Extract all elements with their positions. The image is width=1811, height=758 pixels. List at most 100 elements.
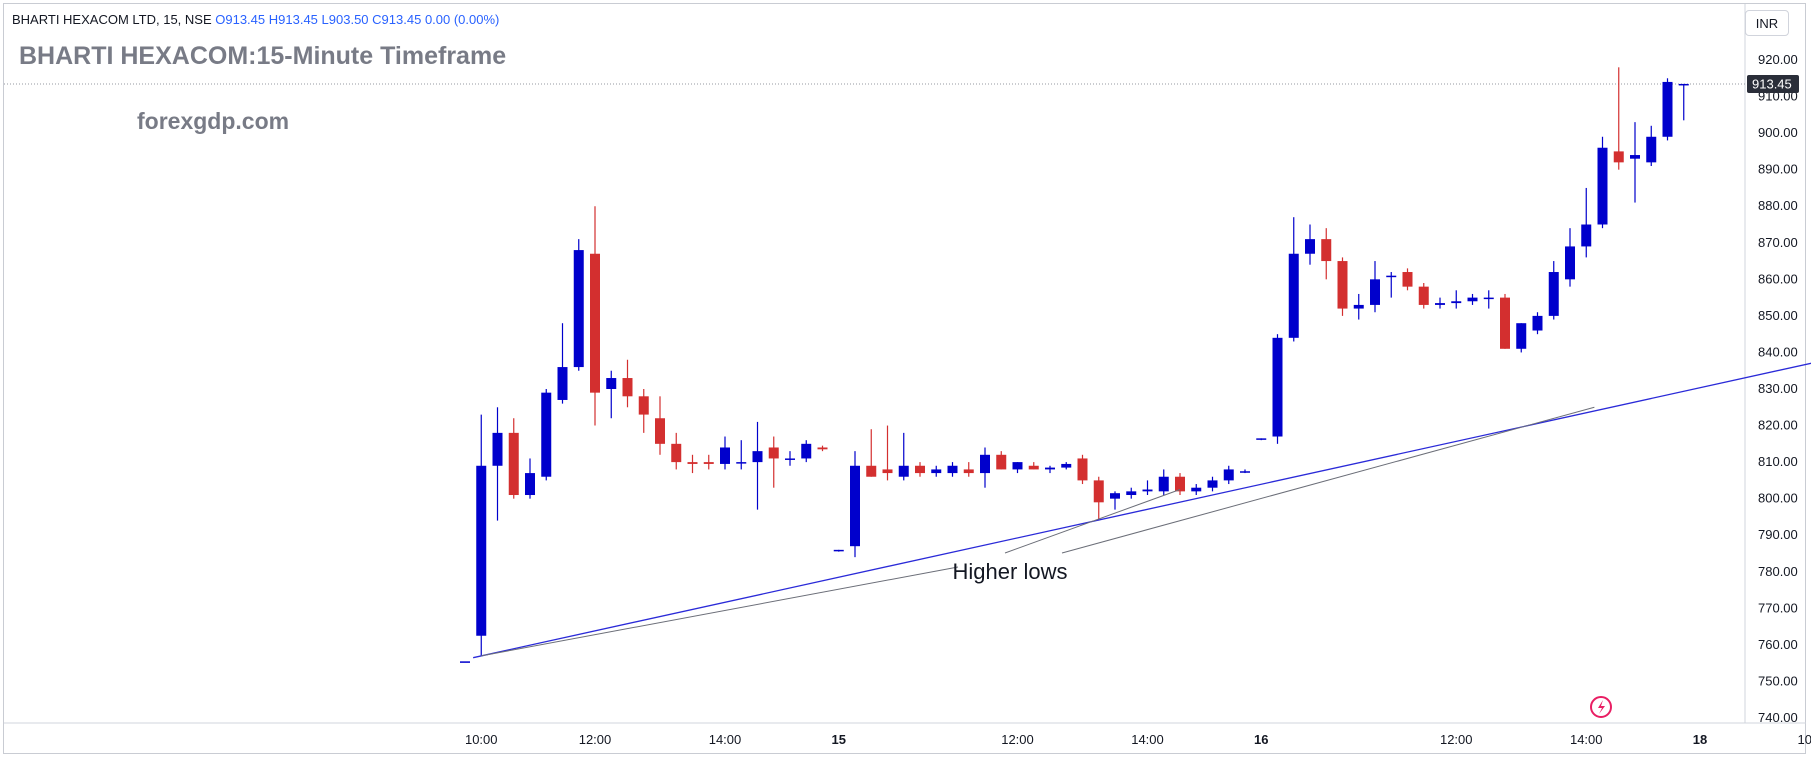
- candle-body: [1548, 272, 1559, 316]
- y-tick-label: 740.00: [1758, 710, 1798, 725]
- x-tick-label: 16: [1254, 732, 1268, 747]
- candle: [1126, 487, 1137, 499]
- candle: [460, 661, 470, 663]
- candle-body: [1158, 476, 1169, 492]
- y-tick-label: 770.00: [1758, 600, 1798, 615]
- candle-body: [801, 443, 812, 459]
- candle-body: [1483, 297, 1494, 300]
- annotation-pointer-line: [1004, 489, 1181, 554]
- candle-body: [476, 465, 487, 636]
- candle-body: [703, 462, 714, 464]
- x-tick-label: 15: [832, 732, 846, 747]
- candle-body: [931, 469, 942, 474]
- candle: [525, 458, 535, 499]
- candle-body: [1321, 239, 1332, 262]
- high-value: H913.45: [268, 12, 318, 27]
- candle: [1613, 67, 1624, 170]
- y-tick-label: 920.00: [1758, 52, 1798, 67]
- x-tick-label: 12:00: [1440, 732, 1473, 747]
- candle-body: [1061, 463, 1072, 468]
- close-value: C913.45: [372, 12, 422, 27]
- candle: [1045, 465, 1055, 474]
- candle-body: [1597, 147, 1608, 225]
- candle-body: [1435, 303, 1445, 305]
- symbol-name[interactable]: BHARTI HEXACOM LTD, 15, NSE: [12, 12, 212, 27]
- candle: [1662, 78, 1673, 141]
- candle: [1028, 462, 1039, 470]
- candle: [736, 440, 747, 470]
- candle-body: [1662, 81, 1673, 137]
- y-tick-label: 830.00: [1758, 381, 1798, 396]
- candle: [1288, 217, 1299, 342]
- x-axis-ticks: 10:00 12:00 14:00 15 12:00 14:00 16 12:00 14:00 1…: [465, 732, 1811, 747]
- y-tick-label: 750.00: [1758, 673, 1798, 688]
- y-tick-label: 870.00: [1758, 235, 1798, 250]
- candle-body: [1077, 458, 1088, 481]
- candle: [963, 462, 974, 477]
- x-tick-label: 14:00: [709, 732, 742, 747]
- candle-body: [1337, 261, 1348, 309]
- candle: [1548, 261, 1559, 320]
- candle-body: [525, 473, 535, 496]
- candle: [1500, 293, 1510, 349]
- candle-body: [1402, 272, 1413, 287]
- candle-body: [1223, 469, 1234, 481]
- candle-body: [1451, 301, 1462, 304]
- candle: [1158, 469, 1169, 496]
- candle: [703, 454, 714, 470]
- y-tick-label: 860.00: [1758, 271, 1798, 286]
- candle: [850, 451, 860, 558]
- candle-body: [833, 549, 844, 552]
- y-tick-label: 810.00: [1758, 454, 1798, 469]
- x-tick-label: 10:00: [465, 732, 498, 747]
- candle-body: [915, 465, 925, 474]
- x-tick-label: 14:00: [1131, 732, 1164, 747]
- candle-body: [1500, 297, 1510, 349]
- y-tick-label: 820.00: [1758, 418, 1798, 433]
- last-price-tag-label: 913.45: [1752, 76, 1792, 91]
- candle-body: [1467, 297, 1478, 302]
- tradingview-logo-icon[interactable]: [1590, 696, 1612, 718]
- candle: [1061, 462, 1072, 470]
- candle-body: [1418, 286, 1429, 305]
- candle-body: [898, 465, 909, 477]
- candle-body: [752, 451, 763, 463]
- candle: [817, 445, 828, 452]
- chart-title: BHARTI HEXACOM:15-Minute Timeframe: [19, 42, 507, 70]
- candle-body: [1581, 224, 1592, 247]
- candle: [1597, 136, 1608, 229]
- candle-body: [1142, 489, 1153, 492]
- candle: [801, 440, 812, 463]
- candle-body: [638, 396, 649, 415]
- candle: [1272, 334, 1283, 444]
- trendline[interactable]: [472, 331, 1811, 659]
- candle: [671, 432, 682, 470]
- candle-body: [736, 462, 747, 464]
- candle-body: [541, 392, 552, 477]
- candle-body: [1288, 253, 1299, 338]
- candle: [996, 451, 1007, 470]
- candle-body: [996, 454, 1007, 470]
- candle-body: [1565, 246, 1575, 280]
- candle: [1678, 83, 1689, 121]
- candle: [1207, 476, 1218, 492]
- candles: [460, 67, 1689, 663]
- candle-body: [1272, 337, 1283, 437]
- candle: [1516, 323, 1527, 353]
- candle: [768, 436, 779, 488]
- candle-body: [671, 443, 682, 463]
- candle: [573, 239, 584, 371]
- candle-body: [850, 465, 860, 547]
- candle: [606, 370, 617, 419]
- candle: [1483, 290, 1494, 309]
- x-tick-label: 14:00: [1570, 732, 1603, 747]
- y-tick-label: 800.00: [1758, 491, 1798, 506]
- candle-body: [947, 465, 958, 474]
- candle: [1175, 473, 1185, 496]
- candle-body: [1191, 487, 1202, 492]
- candle: [557, 323, 568, 404]
- candle-body: [1613, 151, 1624, 163]
- candle: [687, 454, 698, 474]
- x-tick-label: 12:00: [1001, 732, 1034, 747]
